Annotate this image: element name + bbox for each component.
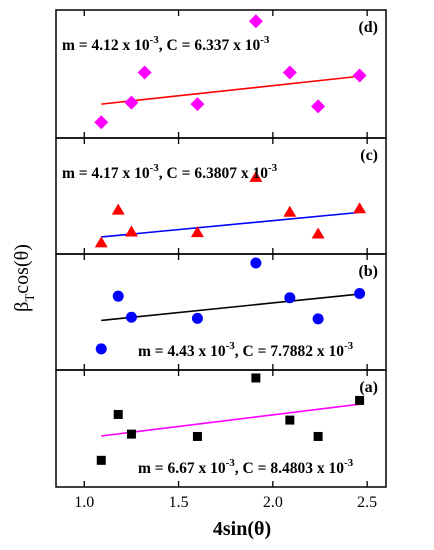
fit-equation: m = 6.67 x 10-3, C = 8.4803 x 10-3 (138, 457, 354, 477)
data-point (190, 97, 205, 112)
data-point (96, 455, 106, 465)
x-tick-label: 1.5 (169, 494, 189, 511)
fit-line (101, 211, 360, 238)
panel-frame (55, 9, 387, 139)
data-point (283, 205, 297, 217)
fit-line (101, 75, 360, 105)
fit-equation-exponent: -3 (260, 34, 270, 46)
fit-equation-part: , C = 6.3807 x 10 (159, 165, 268, 182)
data-point (111, 203, 125, 215)
fit-equation-exponent: -3 (226, 457, 236, 469)
x-tick-label: 1.0 (74, 494, 94, 511)
panel-label: (d) (358, 19, 378, 36)
data-point (94, 115, 109, 130)
data-point (285, 415, 295, 425)
x-axis-label: 4sin(θ) (213, 518, 271, 540)
data-point (137, 65, 152, 80)
data-point (125, 311, 137, 323)
data-point (355, 395, 365, 405)
data-point (282, 65, 297, 80)
panel-frame (55, 369, 387, 488)
x-tick-label: 2.0 (263, 494, 283, 511)
y-axis-label-rest: cos(θ) (11, 244, 33, 294)
fit-line (101, 293, 360, 322)
data-point (113, 409, 123, 419)
fit-equation: m = 4.12 x 10-3, C = 6.337 x 10-3 (62, 34, 270, 54)
panel-c: (c)m = 4.17 x 10-3, C = 6.3807 x 10-3 (55, 137, 387, 255)
data-point (251, 373, 261, 383)
data-point (312, 313, 324, 325)
panel-label: (b) (358, 263, 378, 280)
data-point (311, 99, 326, 114)
panel-d: (d)m = 4.12 x 10-3, C = 6.337 x 10-3 (55, 9, 387, 139)
y-axis-label: βTcos(θ) (11, 244, 37, 312)
data-point (126, 429, 136, 439)
panels: (d)m = 4.12 x 10-3, C = 6.337 x 10-3(c)m… (55, 9, 387, 488)
fit-equation-exponent: -3 (344, 340, 354, 352)
fit-equation: m = 4.17 x 10-3, C = 6.3807 x 10-3 (62, 162, 278, 182)
x-axis: 1.0 1.5 2.0 2.5 (74, 494, 377, 511)
data-point (191, 312, 203, 324)
data-point (94, 236, 108, 248)
data-point (354, 288, 366, 300)
data-point (95, 343, 107, 355)
data-point (353, 202, 367, 214)
fit-equation-part: m = 4.43 x 10 (138, 343, 226, 360)
data-point (248, 14, 263, 29)
fit-equation-exponent: -3 (226, 340, 236, 352)
data-point (249, 170, 263, 182)
x-tick-label: 2.5 (357, 494, 377, 511)
fit-equation-part: m = 4.12 x 10 (62, 37, 150, 54)
fit-equation-part: m = 6.67 x 10 (138, 460, 226, 477)
data-point (284, 292, 296, 304)
fit-equation-part: , C = 8.4803 x 10 (235, 460, 344, 477)
fit-line (101, 403, 360, 437)
panel-label: (a) (359, 379, 378, 396)
data-point (190, 226, 204, 238)
panel-b: (b)m = 4.43 x 10-3, C = 7.7882 x 10-3 (55, 253, 387, 371)
fit-equation-part: , C = 7.7882 x 10 (235, 343, 344, 360)
fit-equation-exponent: -3 (344, 457, 354, 469)
fit-equation-exponent: -3 (150, 34, 160, 46)
panel-label: (c) (360, 147, 378, 164)
data-point (124, 95, 139, 110)
data-point (112, 290, 124, 302)
data-point (250, 257, 262, 269)
fit-equation: m = 4.43 x 10-3, C = 7.7882 x 10-3 (138, 340, 354, 360)
fit-equation-exponent: -3 (268, 162, 278, 174)
y-axis-label-main: β (11, 302, 33, 312)
data-point (124, 225, 138, 237)
data-point (313, 431, 323, 441)
fit-equation-part: , C = 6.337 x 10 (159, 37, 261, 54)
fit-equation-part: m = 4.17 x 10 (62, 165, 150, 182)
data-point (192, 431, 202, 441)
panel-a: (a)m = 6.67 x 10-3, C = 8.4803 x 10-3 (55, 369, 387, 488)
fit-equation-exponent: -3 (150, 162, 160, 174)
data-point (311, 227, 325, 239)
data-point (352, 68, 367, 83)
y-axis-label-sub: T (22, 294, 37, 302)
